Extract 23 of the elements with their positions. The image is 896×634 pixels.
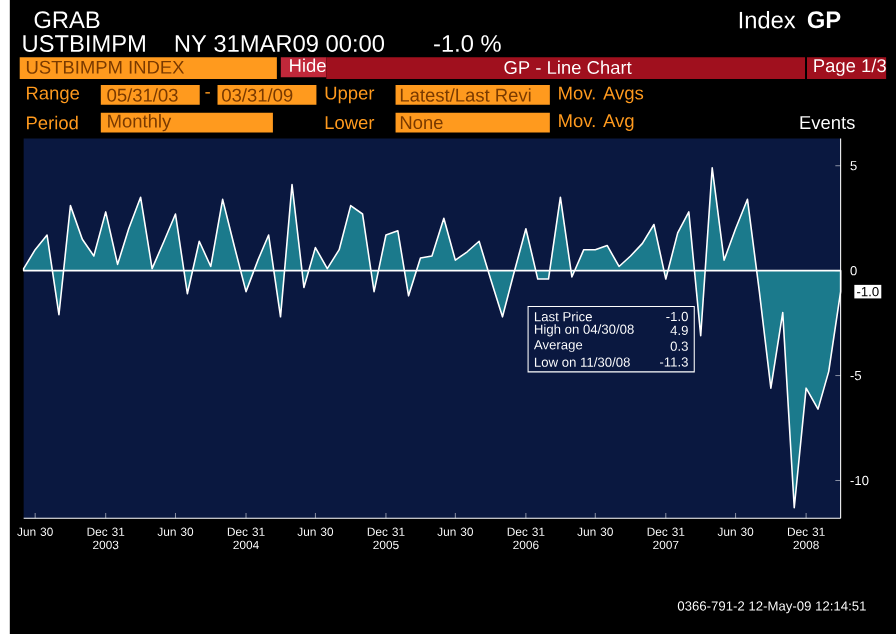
text: Page 1/3 [814,58,886,76]
text: NY 31MAR09 00:00 [175,34,385,52]
text: Mov. Avgs [559,86,644,103]
text: - [205,91,210,94]
text: USTBIMPM [23,34,145,52]
text: Upper [325,86,375,103]
text: GP - Line Chart [504,60,632,74]
text: Index [739,10,796,29]
text: Lower [325,115,375,129]
text: Events [800,115,855,129]
text: None [400,115,443,129]
text: -1.0 % [434,34,501,52]
text: GRAB [34,10,100,28]
text: Hide [290,58,326,72]
text: Latest/Last Revi [400,87,531,102]
text: USTBIMPM INDEX [26,60,185,74]
text: Monthly [108,113,172,131]
text: Mov. Avg [559,113,634,131]
text: 03/31/09 [222,87,293,102]
text: GP [807,10,841,28]
text: Range [27,86,80,103]
text: 05/31/03 [107,87,178,102]
text: Period [27,115,78,129]
